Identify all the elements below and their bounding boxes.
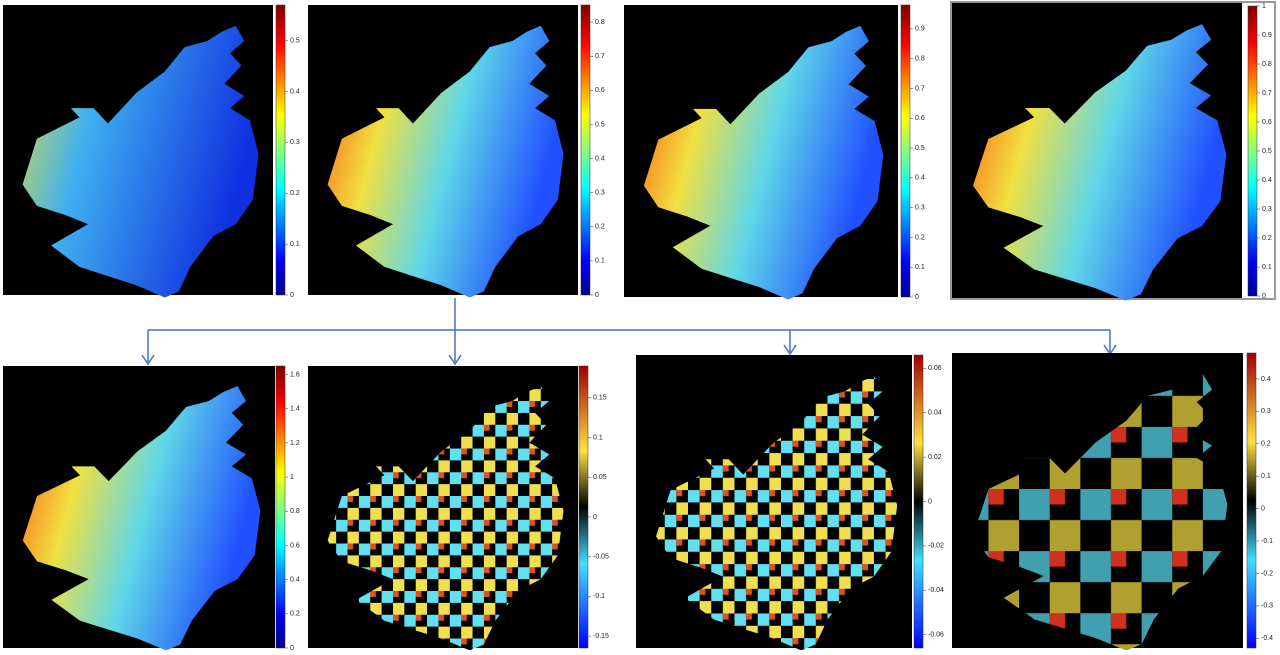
colorbar-tick-label: 0.05: [593, 474, 607, 481]
colorbar-tick-label: 0.15: [593, 395, 607, 402]
colorbar-tick-label: -0.4: [1261, 635, 1273, 642]
colorbar-tick-label: 1.4: [290, 406, 300, 413]
panel: -0.4 -0.3 -0.2 -0.1 0 0.1 0.2 0.3 0.4: [952, 352, 1273, 651]
colorbar-tick-label: 0.9: [1262, 32, 1272, 39]
colorbar-tick-label: 0.3: [290, 139, 300, 146]
colorbar-tick-label: 1.6: [290, 371, 300, 378]
colorbar-tick-label: 0.3: [915, 204, 925, 211]
colorbar-tick-label: 0.1: [1261, 473, 1271, 480]
colorbar-tick-label: 0.7: [595, 53, 605, 60]
colorbar-tick-label: 0.02: [928, 454, 942, 461]
panels: 0 0.1 0.2 0.3 0.4 0.5 0 0.1 0.2 0.3 0.4 0.5 0.6 0.7 0.…: [3, 1, 1276, 652]
colorbar-tick-label: 0.5: [1262, 148, 1272, 155]
colorbar-tick-label: -0.04: [928, 587, 944, 594]
colorbar-tick-label: 0.06: [928, 365, 942, 372]
colorbar-tick-label: 0.4: [1261, 376, 1271, 383]
colorbar-tick-label: 0.8: [595, 19, 605, 26]
colorbar-tick-label: 0.8: [1262, 61, 1272, 68]
colorbar-tick-label: 0.2: [290, 611, 300, 618]
colorbar-tick-label: -0.02: [928, 543, 944, 550]
colorbar-tick-label: 0.2: [1262, 235, 1272, 242]
colorbar-tick-label: 0.6: [1262, 119, 1272, 126]
colorbar-tick-label: 1: [290, 474, 294, 481]
colorbar-tick-label: 0.4: [1262, 177, 1272, 184]
colorbar-tick-label: 0: [1262, 293, 1266, 300]
colorbar-tick-label: 0.3: [1261, 408, 1271, 415]
colorbar-tick-label: 0.4: [290, 88, 300, 95]
colorbar: [580, 4, 591, 296]
colorbar-tick-label: 0.9: [915, 26, 925, 33]
colorbar-tick-label: 0.4: [915, 175, 925, 182]
colorbar-tick-label: -0.06: [928, 632, 944, 639]
colorbar: [1246, 352, 1257, 649]
colorbar: [578, 365, 589, 649]
colorbar-tick-label: 0.1: [595, 258, 605, 265]
panel-border: [950, 1, 1276, 300]
panel: 0 0.1 0.2 0.3 0.4 0.5 0.6 0.7 0.8: [308, 4, 605, 299]
colorbar-tick-label: 0: [928, 498, 932, 505]
panel: -0.06 -0.04 -0.02 0 0.02 0.04 0.06: [636, 354, 944, 651]
colorbar-tick-label: 0.1: [290, 241, 300, 248]
colorbar-tick-label: 0.2: [290, 190, 300, 197]
colorbar-tick-label: 0.04: [928, 410, 942, 417]
colorbar: [900, 4, 911, 298]
colorbar-tick-label: 0: [1261, 505, 1265, 512]
panel: 0 0.1 0.2 0.3 0.4 0.5 0.6 0.7 0.8 0.9 1: [950, 1, 1276, 301]
colorbar-tick-label: 0: [595, 292, 599, 299]
colorbar-tick-label: 0: [290, 645, 294, 650]
colorbar-tick-label: 0.1: [1262, 264, 1272, 271]
colorbar-tick-label: 1.2: [290, 440, 300, 447]
arrows: [141, 298, 1117, 366]
colorbar-tick-label: 0.7: [915, 85, 925, 92]
colorbar-tick-label: 0.2: [915, 234, 925, 241]
colorbar-tick-label: 0: [593, 514, 597, 521]
colorbar-tick-label: 0.8: [915, 55, 925, 62]
colorbar-tick-label: -0.3: [1261, 603, 1273, 610]
colorbar-tick-label: 0.7: [1262, 90, 1272, 97]
colorbar: [1247, 5, 1258, 297]
colorbar-tick-label: 0.5: [290, 37, 300, 44]
colorbar-tick-label: 0.4: [290, 576, 300, 583]
colorbar-tick-label: 0.5: [915, 145, 925, 152]
colorbar-tick-label: 0: [290, 292, 294, 299]
panel: 0 0.2 0.4 0.6 0.8 1 1.2 1.4 1.6: [3, 365, 300, 652]
colorbar-tick-label: 0: [915, 294, 919, 301]
colorbar-tick-label: 0.1: [593, 434, 603, 441]
colorbar-tick-label: 1: [1262, 3, 1266, 10]
colorbar-tick-label: 0.3: [1262, 206, 1272, 213]
colorbar-tick-label: 0.2: [1261, 441, 1271, 448]
panel: 0 0.1 0.2 0.3 0.4 0.5 0.6 0.7 0.8 0.9: [624, 4, 925, 301]
colorbar-tick-label: -0.1: [1261, 538, 1273, 545]
colorbar: [913, 354, 924, 649]
colorbar-tick-label: -0.1: [593, 593, 605, 600]
colorbar-tick-label: 0.2: [595, 224, 605, 231]
colorbar-tick-label: 0.8: [290, 508, 300, 515]
panel: 0 0.1 0.2 0.3 0.4 0.5: [3, 4, 300, 299]
colorbar-tick-label: 0.6: [290, 542, 300, 549]
colorbar-tick-label: 0.3: [595, 189, 605, 196]
colorbar-tick-label: -0.05: [593, 553, 609, 560]
colorbar-tick-label: 0.6: [595, 87, 605, 94]
colorbar: [275, 365, 286, 649]
colorbar-tick-label: -0.2: [1261, 570, 1273, 577]
colorbar-tick-label: 0.1: [915, 264, 925, 271]
colorbar-tick-label: 0.6: [915, 115, 925, 122]
colorbar-tick-label: 0.5: [595, 121, 605, 128]
colorbar: [275, 4, 286, 296]
colorbar-tick-label: 0.4: [595, 155, 605, 162]
panel: -0.15 -0.1 -0.05 0 0.05 0.1 0.15: [308, 365, 609, 651]
colorbar-tick-label: -0.15: [593, 633, 609, 640]
